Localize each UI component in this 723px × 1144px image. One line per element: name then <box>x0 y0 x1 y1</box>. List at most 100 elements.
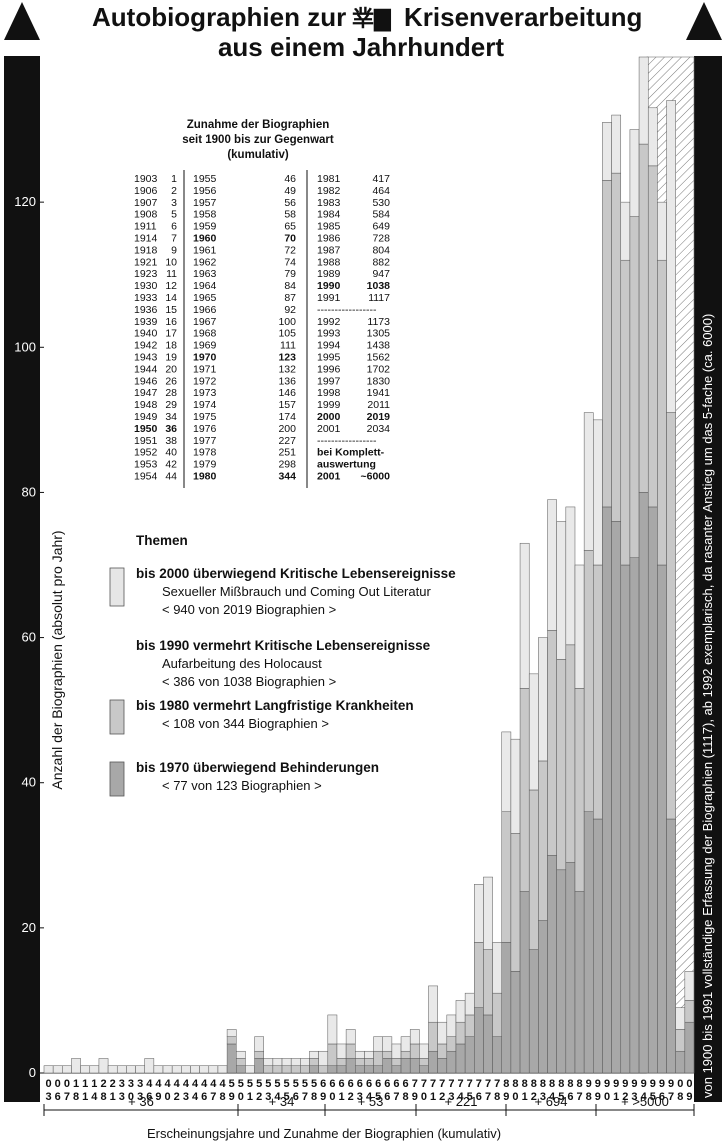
year-label-top: 5 <box>274 1078 280 1090</box>
bar-segment-light <box>638 56 649 145</box>
year-label-bottom: 2 <box>348 1091 354 1103</box>
bar-segment-mid <box>547 630 557 856</box>
bar-segment-dark <box>464 1036 475 1074</box>
bar-segment-dark <box>226 1043 237 1074</box>
bar-segment-light <box>446 1014 457 1037</box>
table-count: 2034 <box>367 423 391 435</box>
table-count: 649 <box>372 221 390 233</box>
bar-segment-dark <box>620 564 631 1074</box>
bar-segment-light <box>483 876 493 950</box>
table-count: 1038 <box>367 280 391 292</box>
year-label-bottom: 8 <box>73 1091 79 1103</box>
bar-segment-dark <box>409 1058 420 1074</box>
bar-segment-mid <box>565 644 576 863</box>
bar-segment-mid <box>538 760 548 921</box>
y-tick-label: 20 <box>22 920 36 935</box>
bar-segment-light <box>126 1065 136 1074</box>
year-label-bottom: 3 <box>448 1091 454 1103</box>
bar-segment-mid <box>629 216 640 558</box>
table-count: 298 <box>278 459 296 471</box>
table-header-line-1: Zunahme der Biographien <box>187 119 330 131</box>
bar-segment-mid <box>528 789 539 950</box>
year-label-bottom: 2 <box>256 1091 262 1103</box>
year-label-top: 5 <box>256 1078 262 1090</box>
year-label-bottom: 2 <box>622 1091 628 1103</box>
year-label-top: 9 <box>613 1078 619 1090</box>
bar-segment-light <box>345 1029 356 1045</box>
table-count: 111 <box>280 340 296 352</box>
year-label-bottom: 1 <box>82 1091 88 1103</box>
bar-segment-mid <box>327 1043 338 1066</box>
table-year: ----------------- <box>317 435 377 447</box>
year-label-top: 8 <box>540 1078 546 1090</box>
bar-segment-light <box>602 122 612 181</box>
table-year: 1988 <box>317 256 341 268</box>
year-label-top: 0 <box>677 1078 683 1090</box>
year-label-bottom: 6 <box>476 1091 482 1103</box>
bar-segment-mid <box>400 1050 411 1059</box>
legend-item-title: bis 1970 überwiegend Behinderungen <box>136 760 379 775</box>
bars <box>43 56 695 1074</box>
bar-segment-light <box>62 1065 72 1074</box>
bar-segment-dark <box>355 1065 365 1074</box>
year-label-bottom: 3 <box>357 1091 363 1103</box>
bar-segment-light <box>419 1043 429 1059</box>
bar-segment-light <box>620 201 631 261</box>
table-count: 1830 <box>367 375 391 387</box>
table-count: 17 <box>165 328 177 340</box>
year-label-bottom: 8 <box>677 1091 683 1103</box>
bar-segment-dark <box>236 1065 246 1074</box>
table-year: ----------------- <box>317 304 377 316</box>
table-count: 1117 <box>368 292 390 304</box>
bar-segment-light <box>409 1029 420 1045</box>
year-label-top: 1 <box>91 1078 97 1090</box>
bar-segment-mid <box>602 180 612 508</box>
year-label-top: 9 <box>586 1078 592 1090</box>
bar-segment-dark <box>373 1065 383 1074</box>
group-label: + 694 <box>535 1094 568 1109</box>
year-label-top: 7 <box>457 1078 463 1090</box>
table-year: 1963 <box>193 268 217 280</box>
bar-segment-mid <box>647 165 658 508</box>
bar-segment-dark <box>565 862 576 1074</box>
table-year: 1972 <box>193 375 217 387</box>
year-label-bottom: 6 <box>293 1091 299 1103</box>
table-year: 1999 <box>317 399 341 411</box>
year-label-bottom: 7 <box>302 1091 308 1103</box>
table-count: 3 <box>171 197 177 209</box>
table-year: bei Komplett- <box>317 447 385 459</box>
year-label-top: 6 <box>329 1078 335 1090</box>
year-label-bottom: 1 <box>247 1091 253 1103</box>
table-year: auswertung <box>317 459 376 471</box>
year-label-bottom: 6 <box>146 1091 152 1103</box>
table-year: 1947 <box>134 387 158 399</box>
table-count: 74 <box>284 256 296 268</box>
bar-segment-light <box>162 1065 173 1074</box>
table-year: 1980 <box>193 471 217 483</box>
year-label-top: 4 <box>174 1078 181 1090</box>
year-label-top: 7 <box>430 1078 436 1090</box>
bar-segment-dark <box>483 1014 493 1074</box>
bar-segment-mid <box>583 550 594 812</box>
year-label-top: 8 <box>503 1078 509 1090</box>
table-year: 1986 <box>317 233 341 245</box>
left-band <box>4 56 40 1102</box>
table-count: 105 <box>278 328 296 340</box>
y-tick-label: 60 <box>22 630 36 645</box>
bar-segment-dark <box>657 564 667 1074</box>
table-count: 87 <box>284 292 296 304</box>
bar-segment-light <box>153 1065 164 1074</box>
year-label-bottom: 0 <box>165 1091 171 1103</box>
table-year: 1933 <box>134 292 158 304</box>
year-label-top: 5 <box>293 1078 299 1090</box>
year-label-top: 3 <box>119 1078 125 1090</box>
bar-segment-light <box>116 1065 127 1074</box>
bar-segment-dark <box>647 506 658 1074</box>
left-axis-band <box>4 2 40 1102</box>
table-year: 1950 <box>134 423 158 435</box>
table-year: 1939 <box>134 316 158 328</box>
bar-segment-light <box>455 1000 466 1023</box>
bar-segment-light <box>107 1065 118 1074</box>
year-label-bottom: 2 <box>439 1091 445 1103</box>
table-count: 1941 <box>367 387 391 399</box>
